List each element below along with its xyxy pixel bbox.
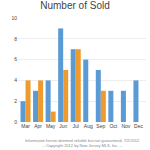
svg-text:Jun: Jun	[59, 123, 67, 129]
svg-text:6: 6	[14, 56, 17, 62]
svg-text:Number of Sold: Number of Sold	[40, 0, 109, 11]
svg-text:8: 8	[14, 36, 17, 42]
svg-text:Sep: Sep	[96, 123, 105, 129]
svg-text:0: 0	[14, 119, 17, 125]
svg-text:4: 4	[14, 77, 17, 83]
svg-text:Oct: Oct	[109, 123, 117, 129]
svg-text:10: 10	[11, 15, 17, 21]
svg-text:Dec: Dec	[134, 123, 143, 129]
svg-text:2: 2	[14, 98, 17, 104]
svg-text:Nov: Nov	[121, 123, 130, 129]
svg-text:May: May	[46, 123, 56, 129]
svg-text:Apr: Apr	[34, 123, 42, 129]
svg-text:Aug: Aug	[84, 123, 93, 129]
svg-text:Jul: Jul	[73, 123, 79, 129]
svg-text:Mar: Mar	[21, 123, 30, 129]
svg-text:Information herein deemed reli: Information herein deemed reliable but n…	[25, 138, 140, 148]
